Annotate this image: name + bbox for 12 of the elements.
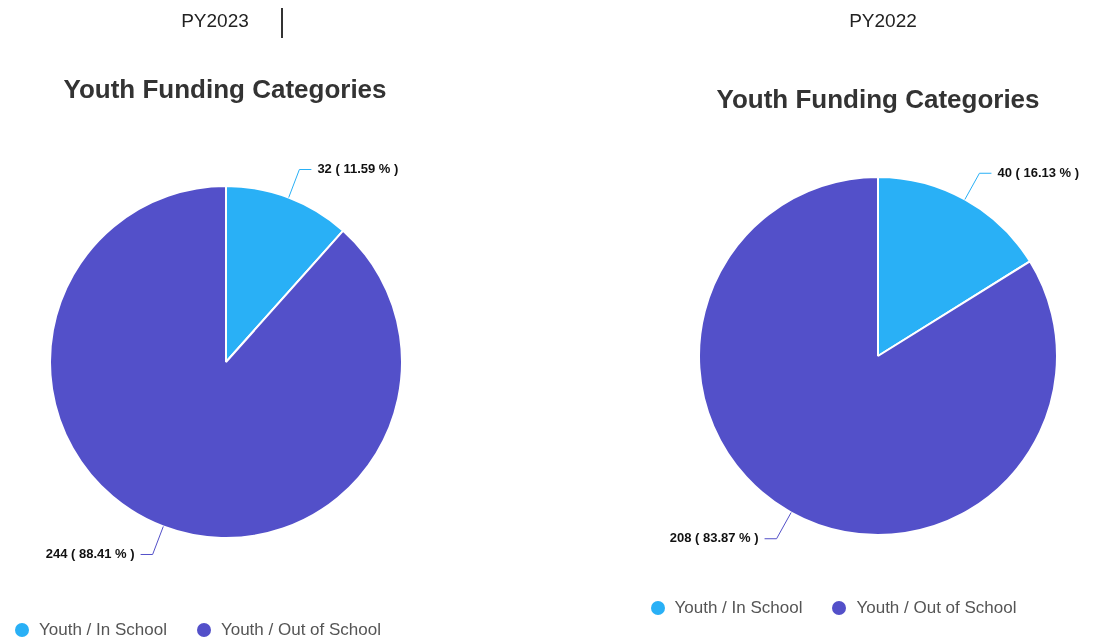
data-label: 40 ( 16.13 % )	[997, 164, 1080, 180]
data-label: 208 ( 83.87 % )	[669, 530, 759, 546]
legend-label: Youth / Out of School	[220, 620, 381, 640]
chart-title: Youth Funding Categories	[715, 84, 1041, 115]
chart-title: Youth Funding Categories	[62, 74, 388, 105]
chart-subtitle: PY2022	[848, 10, 918, 32]
data-label: 244 ( 88.41 % )	[45, 546, 135, 562]
legend-label: Youth / In School	[39, 620, 167, 640]
data-label: 32 ( 11.59 % )	[317, 161, 399, 177]
legend-label: Youth / Out of School	[856, 598, 1017, 618]
chart-subtitle: PY2023	[180, 10, 250, 32]
legend-label: Youth / In School	[674, 598, 803, 618]
